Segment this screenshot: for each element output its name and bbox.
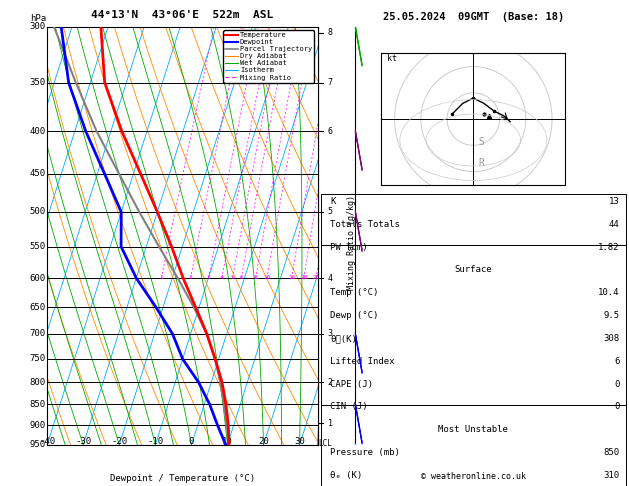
- Text: 700: 700: [30, 330, 46, 338]
- Text: θᴇ(K): θᴇ(K): [330, 334, 357, 343]
- Text: -30: -30: [75, 437, 91, 447]
- Text: 500: 500: [30, 208, 46, 216]
- Text: 1: 1: [159, 275, 163, 280]
- Text: Totals Totals: Totals Totals: [330, 220, 400, 229]
- Text: 550: 550: [30, 242, 46, 251]
- Text: 4: 4: [328, 274, 333, 282]
- Text: 750: 750: [30, 354, 46, 364]
- Text: 2: 2: [328, 378, 333, 387]
- Text: -40: -40: [39, 437, 55, 447]
- Text: 850: 850: [604, 448, 620, 457]
- Text: 13: 13: [609, 197, 620, 206]
- Text: 7: 7: [328, 78, 333, 87]
- Text: 0: 0: [615, 402, 620, 412]
- Text: S: S: [479, 138, 484, 147]
- Text: Pressure (mb): Pressure (mb): [330, 448, 400, 457]
- Text: 9.5: 9.5: [604, 311, 620, 320]
- Text: 650: 650: [30, 303, 46, 312]
- Text: 900: 900: [30, 420, 46, 430]
- Text: 310: 310: [604, 471, 620, 480]
- Legend: Temperature, Dewpoint, Parcel Trajectory, Dry Adiabat, Wet Adiabat, Isotherm, Mi: Temperature, Dewpoint, Parcel Trajectory…: [223, 30, 314, 83]
- Text: Dewpoint / Temperature (°C): Dewpoint / Temperature (°C): [110, 474, 255, 483]
- Text: 2: 2: [189, 275, 192, 280]
- Text: -10: -10: [147, 437, 164, 447]
- Text: 20: 20: [300, 275, 308, 280]
- Text: 450: 450: [30, 169, 46, 178]
- Text: 4: 4: [220, 275, 224, 280]
- Text: 8: 8: [328, 28, 333, 37]
- Text: © weatheronline.co.uk: © weatheronline.co.uk: [421, 472, 526, 481]
- Text: 600: 600: [30, 274, 46, 282]
- Text: -20: -20: [111, 437, 127, 447]
- Text: LCL: LCL: [318, 439, 331, 449]
- Text: Temp (°C): Temp (°C): [330, 288, 379, 297]
- Text: 6: 6: [328, 126, 333, 136]
- Text: 44°13'N  43°06'E  522m  ASL: 44°13'N 43°06'E 522m ASL: [91, 11, 274, 20]
- Text: 25.05.2024  09GMT  (Base: 18): 25.05.2024 09GMT (Base: 18): [382, 12, 564, 22]
- Text: 1: 1: [328, 418, 333, 428]
- Text: 10.4: 10.4: [598, 288, 620, 297]
- Text: 25: 25: [313, 275, 320, 280]
- Text: 0: 0: [615, 380, 620, 389]
- Text: R: R: [479, 158, 484, 168]
- Text: 308: 308: [604, 334, 620, 343]
- Text: 3: 3: [207, 275, 211, 280]
- Text: CAPE (J): CAPE (J): [330, 380, 373, 389]
- Text: 30: 30: [294, 437, 305, 447]
- Text: 1.82: 1.82: [598, 243, 620, 252]
- Text: 5: 5: [231, 275, 235, 280]
- Text: 0: 0: [189, 437, 194, 447]
- Text: Dewp (°C): Dewp (°C): [330, 311, 379, 320]
- Text: K: K: [330, 197, 335, 206]
- Text: 350: 350: [30, 78, 46, 87]
- Text: 5: 5: [328, 208, 333, 216]
- Text: hPa: hPa: [30, 14, 46, 22]
- Text: 3: 3: [328, 330, 333, 338]
- Text: 6: 6: [615, 357, 620, 366]
- Text: 400: 400: [30, 126, 46, 136]
- Text: CIN (J): CIN (J): [330, 402, 368, 412]
- Text: 10: 10: [222, 437, 233, 447]
- Text: Surface: Surface: [455, 265, 492, 275]
- Text: Lifted Index: Lifted Index: [330, 357, 394, 366]
- Text: 8: 8: [253, 275, 257, 280]
- Text: Mixing Ratio (g/kg): Mixing Ratio (g/kg): [347, 195, 356, 291]
- Text: 6: 6: [240, 275, 243, 280]
- Text: 300: 300: [30, 22, 46, 31]
- Text: PW (cm): PW (cm): [330, 243, 368, 252]
- Text: 20: 20: [258, 437, 269, 447]
- Text: 800: 800: [30, 378, 46, 387]
- Text: kt: kt: [387, 54, 397, 63]
- Text: θₑ (K): θₑ (K): [330, 471, 362, 480]
- Text: 850: 850: [30, 400, 46, 409]
- Text: Most Unstable: Most Unstable: [438, 425, 508, 434]
- Text: 950: 950: [30, 440, 46, 449]
- Text: 16: 16: [288, 275, 296, 280]
- Text: 10: 10: [263, 275, 270, 280]
- Text: 44: 44: [609, 220, 620, 229]
